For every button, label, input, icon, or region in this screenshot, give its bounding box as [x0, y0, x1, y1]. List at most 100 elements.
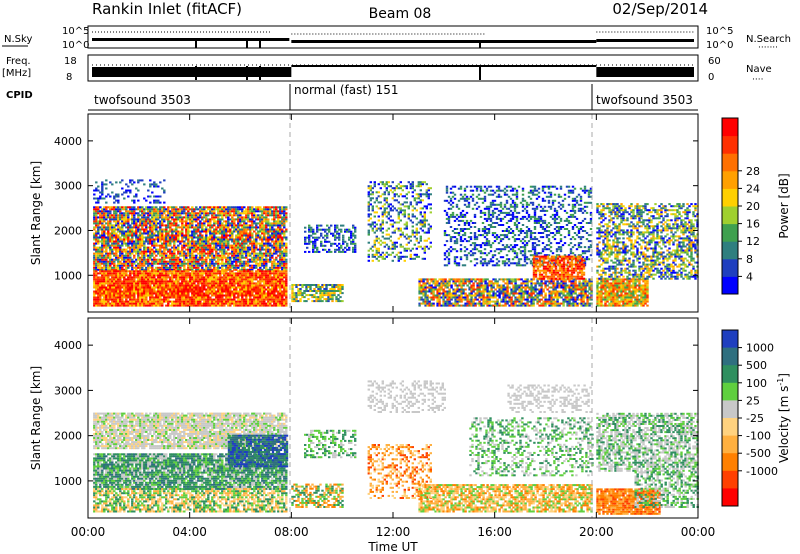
range-gate-cell — [311, 284, 314, 286]
range-gate-cell — [233, 224, 236, 227]
range-gate-cell — [103, 212, 106, 215]
range-gate-cell — [109, 210, 112, 213]
range-gate-cell — [277, 254, 280, 257]
range-gate-cell — [179, 240, 182, 243]
range-gate-cell — [175, 294, 178, 297]
range-gate-cell — [107, 228, 110, 231]
range-gate-cell — [181, 274, 184, 277]
range-gate-cell — [117, 298, 120, 301]
range-gate-cell — [105, 268, 108, 271]
range-gate-cell — [151, 250, 154, 253]
range-gate-cell — [119, 288, 122, 291]
range-gate-cell — [109, 216, 112, 219]
range-gate-cell — [225, 262, 228, 265]
range-gate-cell — [235, 266, 238, 269]
range-gate-cell — [179, 216, 182, 219]
range-gate-cell — [235, 292, 238, 295]
range-gate-cell — [117, 224, 120, 227]
range-gate-cell — [141, 254, 144, 257]
range-gate-cell — [95, 210, 98, 213]
range-gate-cell — [93, 228, 96, 231]
range-gate-cell — [135, 282, 138, 285]
range-gate-cell — [211, 206, 214, 209]
range-gate-cell — [155, 302, 158, 305]
range-gate-cell — [251, 290, 254, 293]
range-gate-cell — [105, 258, 108, 261]
range-gate-cell — [367, 187, 370, 190]
range-gate-cell — [199, 222, 202, 225]
range-gate-cell — [189, 208, 192, 211]
range-gate-cell — [235, 278, 238, 281]
range-gate-cell — [179, 218, 182, 221]
range-gate-cell — [147, 274, 150, 277]
range-gate-cell — [203, 220, 206, 223]
range-gate-cell — [123, 230, 126, 233]
range-gate-cell — [273, 218, 276, 221]
range-gate-cell — [93, 220, 96, 223]
range-gate-cell — [151, 226, 154, 229]
range-gate-cell — [99, 210, 102, 213]
range-gate-cell — [265, 212, 268, 215]
range-gate-cell — [257, 276, 260, 279]
range-gate-cell — [377, 215, 380, 218]
range-gate-cell — [107, 224, 110, 227]
range-gate-cell — [95, 242, 98, 245]
range-gate-cell — [131, 179, 134, 182]
range-gate-cell — [239, 270, 242, 273]
range-gate-cell — [307, 290, 310, 292]
range-gate-cell — [277, 304, 280, 307]
range-gate-cell — [159, 284, 162, 287]
range-gate-cell — [371, 253, 374, 256]
range-gate-cell — [163, 218, 166, 221]
range-gate-cell — [137, 264, 140, 267]
range-gate-cell — [147, 212, 150, 215]
range-gate-cell — [153, 220, 156, 223]
range-gate-cell — [251, 232, 254, 235]
range-gate-cell — [103, 268, 106, 271]
range-gate-cell — [197, 274, 200, 277]
range-gate-cell — [187, 240, 190, 243]
range-gate-cell — [103, 272, 106, 275]
range-gate-cell — [187, 216, 190, 219]
range-gate-cell — [151, 208, 154, 211]
range-gate-cell — [229, 266, 232, 269]
range-gate-cell — [283, 254, 286, 257]
range-gate-cell — [375, 223, 378, 226]
range-gate-cell — [237, 248, 240, 251]
range-gate-cell — [195, 258, 198, 261]
range-gate-cell — [221, 286, 224, 289]
range-gate-cell — [111, 272, 114, 275]
range-gate-cell — [163, 268, 166, 271]
range-gate-cell — [383, 209, 386, 212]
range-gate-cell — [315, 300, 318, 303]
range-gate-cell — [285, 246, 288, 249]
range-gate-cell — [271, 280, 274, 283]
range-gate-cell — [135, 280, 138, 283]
range-gate-cell — [281, 260, 284, 263]
range-gate-cell — [115, 228, 118, 231]
range-gate-cell — [101, 197, 104, 200]
range-gate-cell — [125, 260, 128, 263]
range-gate-cell — [291, 290, 294, 292]
range-gate-cell — [261, 264, 264, 267]
range-gate-cell — [93, 226, 96, 229]
range-gate-cell — [141, 222, 144, 225]
range-gate-cell — [95, 181, 98, 184]
range-gate-cell — [113, 284, 116, 287]
range-gate-cell — [267, 278, 270, 281]
range-gate-cell — [159, 252, 162, 255]
range-gate-cell — [135, 222, 138, 225]
range-gate-cell — [203, 206, 206, 209]
range-gate-cell — [317, 300, 320, 303]
range-gate-cell — [247, 252, 250, 255]
range-gate-cell — [97, 224, 100, 227]
range-gate-cell — [237, 226, 240, 229]
range-gate-cell — [233, 294, 236, 297]
range-gate-cell — [121, 272, 124, 275]
range-gate-cell — [121, 248, 124, 251]
range-gate-cell — [163, 179, 166, 182]
range-gate-cell — [207, 230, 210, 233]
range-gate-cell — [141, 288, 144, 291]
range-gate-cell — [263, 216, 266, 219]
range-gate-cell — [145, 290, 148, 293]
